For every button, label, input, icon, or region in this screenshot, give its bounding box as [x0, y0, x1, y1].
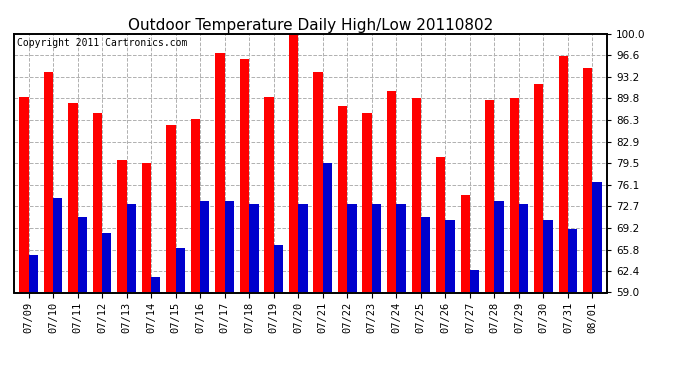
Title: Outdoor Temperature Daily High/Low 20110802: Outdoor Temperature Daily High/Low 20110… [128, 18, 493, 33]
Bar [19, 97, 28, 292]
Bar [117, 160, 126, 292]
Bar [126, 204, 136, 292]
Bar [176, 248, 185, 292]
Bar [445, 220, 455, 292]
Bar [583, 69, 593, 292]
Bar [436, 157, 445, 292]
Bar [470, 270, 479, 292]
Bar [387, 90, 396, 292]
Text: Copyright 2011 Cartronics.com: Copyright 2011 Cartronics.com [17, 38, 187, 48]
Bar [510, 98, 519, 292]
Bar [274, 245, 283, 292]
Bar [421, 217, 430, 292]
Bar [593, 182, 602, 292]
Bar [568, 230, 578, 292]
Bar [313, 72, 323, 292]
Bar [559, 56, 568, 292]
Bar [264, 97, 274, 292]
Bar [485, 100, 495, 292]
Bar [102, 232, 111, 292]
Bar [347, 204, 357, 292]
Bar [77, 217, 87, 292]
Bar [225, 201, 234, 292]
Bar [215, 53, 225, 292]
Bar [338, 106, 347, 292]
Bar [372, 204, 381, 292]
Bar [249, 204, 259, 292]
Bar [92, 112, 102, 292]
Bar [68, 103, 77, 292]
Bar [544, 220, 553, 292]
Bar [519, 204, 529, 292]
Bar [200, 201, 210, 292]
Bar [289, 34, 298, 292]
Bar [142, 163, 151, 292]
Bar [53, 198, 62, 292]
Bar [43, 72, 53, 292]
Bar [411, 98, 421, 292]
Bar [151, 277, 161, 292]
Bar [28, 255, 38, 292]
Bar [323, 163, 332, 292]
Bar [166, 125, 176, 292]
Bar [534, 84, 544, 292]
Bar [396, 204, 406, 292]
Bar [362, 112, 372, 292]
Bar [191, 119, 200, 292]
Bar [495, 201, 504, 292]
Bar [460, 195, 470, 292]
Bar [298, 204, 308, 292]
Bar [240, 59, 249, 292]
